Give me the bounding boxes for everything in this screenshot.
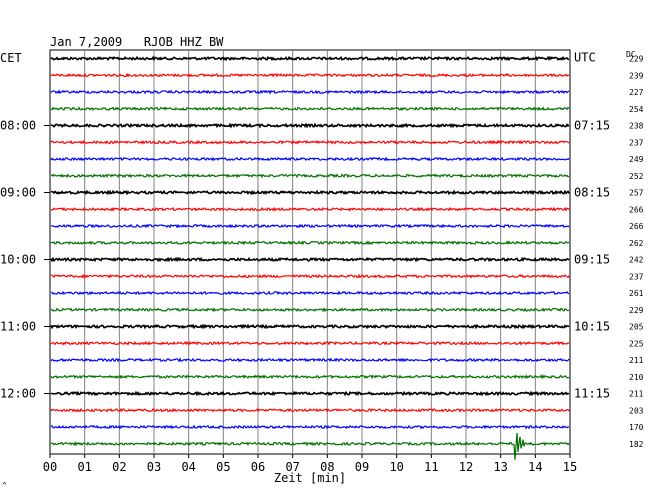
trace-14 (50, 290, 570, 296)
left-hour-labels: 08:00 09:00 10:00 11:00 12:00 (0, 119, 50, 401)
dc-value-17: 225 (629, 339, 644, 348)
dc-value-2: 227 (629, 88, 644, 97)
traces (50, 55, 570, 460)
trace-9 (50, 206, 570, 212)
trace-18 (50, 357, 570, 363)
dc-value-12: 242 (629, 256, 644, 265)
dc-value-23: 182 (629, 440, 644, 449)
right-hour-label-1: 07:15 (574, 119, 610, 133)
trace-22 (50, 424, 570, 430)
right-hour-label-2: 08:15 (574, 186, 610, 200)
dc-value-6: 249 (629, 155, 644, 164)
dc-value-11: 262 (629, 239, 644, 248)
x-tick-label-8: 08 (320, 460, 334, 474)
dc-value-10: 266 (629, 222, 644, 231)
dc-value-9: 266 (629, 205, 644, 214)
trace-21 (50, 407, 570, 413)
dc-value-1: 239 (629, 71, 644, 80)
trace-23 (50, 432, 570, 460)
dc-value-16: 205 (629, 323, 644, 332)
trace-5 (50, 139, 570, 145)
right-hour-label-4: 10:15 (574, 320, 610, 334)
dc-value-0: 229 (629, 55, 644, 64)
trace-8 (50, 189, 570, 196)
trace-19 (50, 374, 570, 380)
x-tick-label-6: 06 (251, 460, 265, 474)
right-hour-label-5: 11:15 (574, 387, 610, 401)
dc-label: DC (626, 50, 636, 59)
x-tick-label-5: 05 (216, 460, 230, 474)
dc-value-19: 210 (629, 373, 644, 382)
dc-value-15: 229 (629, 306, 644, 315)
corner-mark: ^ (2, 481, 7, 490)
dc-value-20: 211 (629, 390, 644, 399)
dc-value-13: 237 (629, 272, 644, 281)
dc-value-3: 254 (629, 105, 644, 114)
x-tick-label-9: 09 (355, 460, 369, 474)
trace-13 (50, 273, 570, 279)
left-hour-label-1: 09:00 (0, 186, 36, 200)
trace-12 (50, 256, 570, 263)
dc-value-8: 257 (629, 189, 644, 198)
x-axis-label: Zeit [min] (274, 471, 346, 485)
x-tick-label-1: 01 (77, 460, 91, 474)
trace-0 (50, 55, 570, 62)
left-axis-label: CET (0, 51, 22, 65)
dc-value-14: 261 (629, 289, 644, 298)
trace-6 (50, 156, 570, 162)
trace-7 (50, 173, 570, 179)
right-hour-labels: UTC 07:15 08:15 09:15 10:15 11:15 (574, 51, 610, 401)
right-hour-label-0: UTC (574, 51, 596, 65)
trace-16 (50, 323, 570, 330)
grid (49, 49, 571, 455)
x-tick-label-7: 07 (285, 460, 299, 474)
x-tick-label-2: 02 (112, 460, 126, 474)
trace-4 (50, 122, 570, 129)
dc-value-21: 203 (629, 406, 644, 415)
trace-20 (50, 390, 570, 397)
chart-title: Jan 7,2009 RJOB HHZ BW (50, 35, 224, 49)
x-tick-label-13: 13 (493, 460, 507, 474)
x-tick-label-15: 15 (563, 460, 577, 474)
dc-value-18: 211 (629, 356, 644, 365)
trace-10 (50, 223, 570, 229)
x-tick-label-12: 12 (459, 460, 473, 474)
x-tick-label-3: 03 (147, 460, 161, 474)
x-tick-label-4: 04 (181, 460, 195, 474)
trace-15 (50, 307, 570, 313)
x-tick-label-11: 11 (424, 460, 438, 474)
trace-2 (50, 89, 570, 95)
trace-11 (50, 240, 570, 246)
dc-value-7: 252 (629, 172, 644, 181)
x-tick-label-0: 00 (43, 460, 57, 474)
x-tick-labels: 00 01 02 03 04 05 06 07 08 09 10 11 12 13 14 15 (43, 454, 577, 474)
trace-17 (50, 340, 570, 346)
trace-1 (50, 72, 570, 78)
dc-values: 229 239 227 254 238 237 249 252 257 266 266 262 242 2… (629, 55, 644, 449)
dc-value-5: 237 (629, 138, 644, 147)
x-tick-label-14: 14 (528, 460, 542, 474)
dc-value-4: 238 (629, 122, 644, 131)
plot-frame (49, 49, 571, 455)
left-hour-label-0: 08:00 (0, 119, 36, 133)
left-hour-label-2: 10:00 (0, 253, 36, 267)
right-hour-label-3: 09:15 (574, 253, 610, 267)
x-tick-label-10: 10 (389, 460, 403, 474)
left-hour-label-4: 12:00 (0, 387, 36, 401)
dc-value-22: 170 (629, 423, 644, 432)
left-hour-label-3: 11:00 (0, 320, 36, 334)
trace-3 (50, 106, 570, 112)
